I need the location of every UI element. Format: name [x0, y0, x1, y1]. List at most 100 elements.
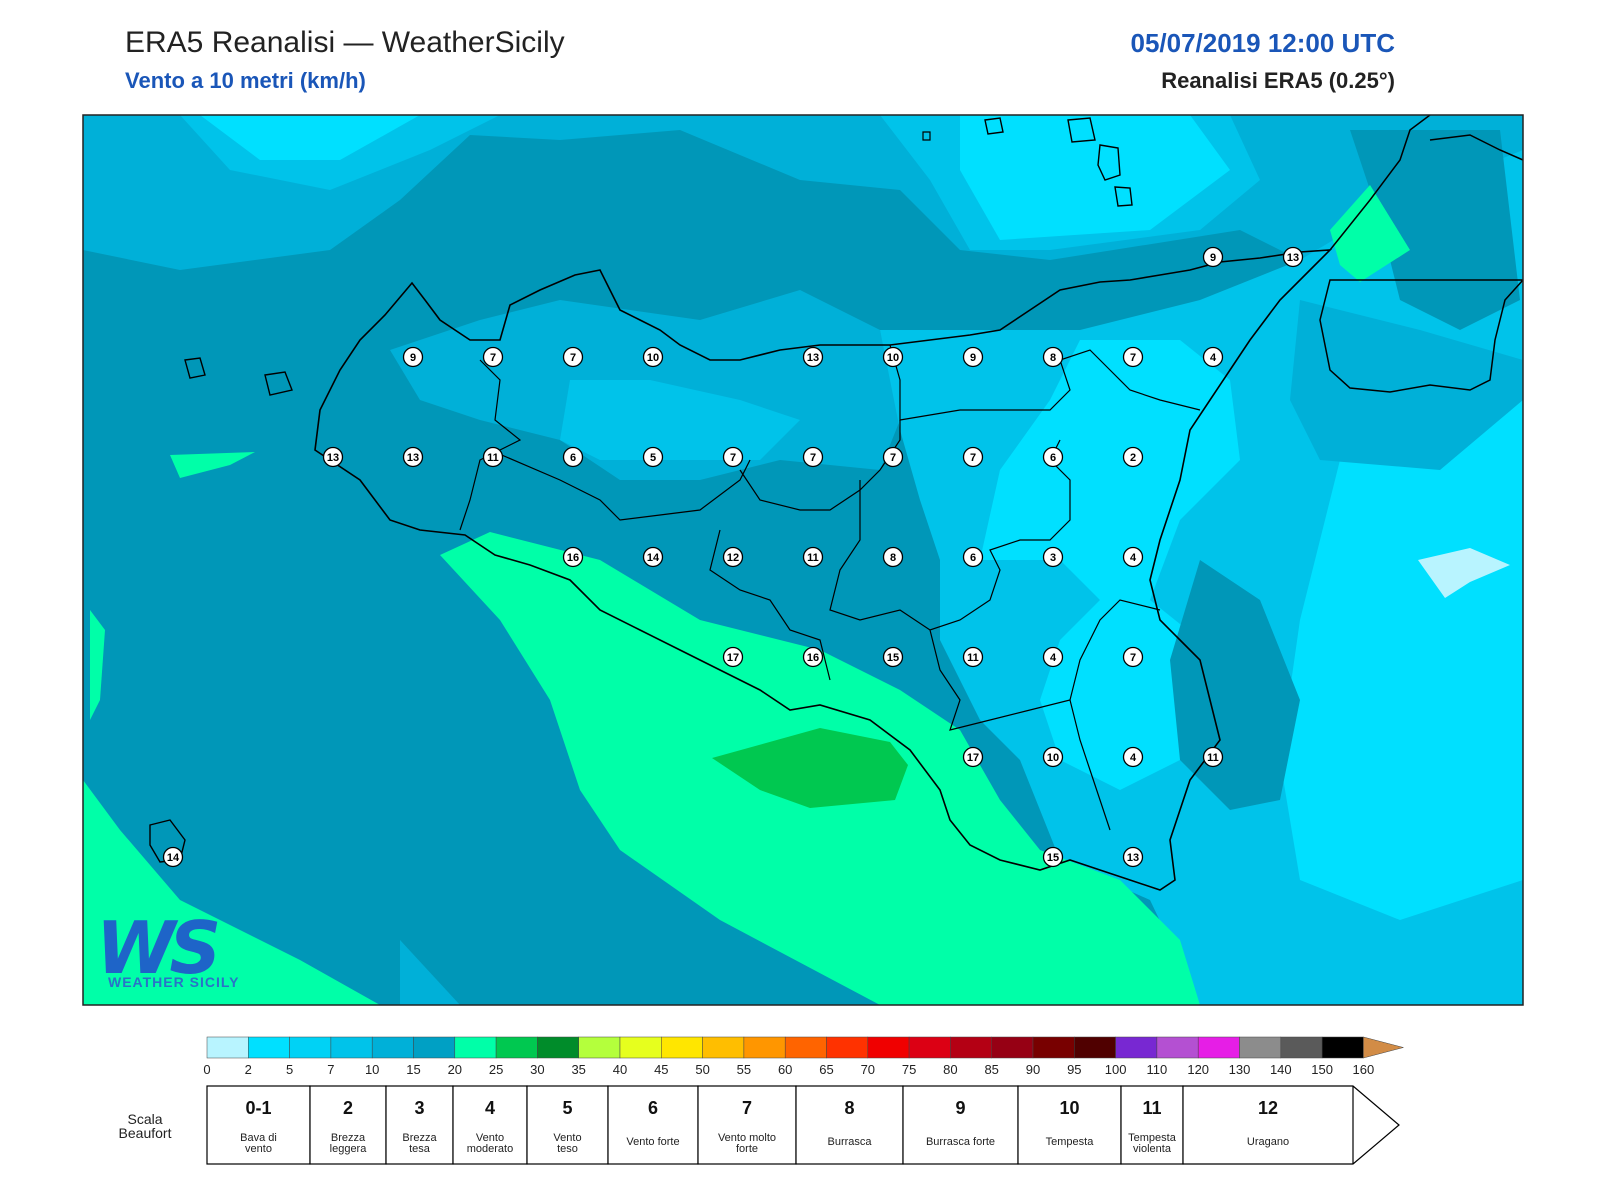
- sicily-coastline: [314, 249, 1333, 891]
- wind-label-marker: [882, 346, 904, 368]
- beaufort-cell: 7 Vento molto forte: [697, 1085, 797, 1165]
- wind-speed-label: 7: [962, 446, 984, 468]
- colorbar-swatch: [371, 1036, 414, 1059]
- wind-speed-label: 6: [962, 546, 984, 568]
- wind-label-marker: [642, 446, 664, 468]
- wind-label-marker: [562, 546, 584, 568]
- island-alicudi: [922, 131, 931, 141]
- colorbar-swatch: [413, 1036, 456, 1059]
- beaufort-scale-title: Scala Beaufort: [118, 1111, 172, 1141]
- wind-label-marker: [962, 346, 984, 368]
- wind-label-marker: [1122, 346, 1144, 368]
- wind-labels-layer: 9 7 7 10 13 10 9 8 7 4 9 13 13 13 11 6 5 7 7 7 7 6 2 16 14 12 11 8 6…: [162, 246, 1304, 868]
- beaufort-number: 5: [562, 1098, 572, 1118]
- colorbar-swatch: [826, 1036, 869, 1059]
- colorbar-tick-label: 150: [1311, 1062, 1333, 1077]
- wind-label-marker: [882, 546, 904, 568]
- wind-speed-label: 14: [162, 846, 184, 868]
- wind-label-marker: [482, 346, 504, 368]
- colorbar-extend-arrow: [1363, 1036, 1405, 1059]
- beaufort-cell-box: [1120, 1085, 1184, 1165]
- wind-speed-label: 15: [882, 646, 904, 668]
- wind-speed-label: 7: [1122, 346, 1144, 368]
- wind-speed-label: 7: [482, 346, 504, 368]
- wind-label-value: 10: [647, 352, 659, 364]
- wind-speed-label: 6: [1042, 446, 1064, 468]
- beaufort-description: Vento forte: [626, 1136, 679, 1148]
- wind-label-value: 5: [650, 452, 656, 464]
- beaufort-description: Vento teso: [553, 1132, 581, 1155]
- wind-speed-label: 8: [1042, 346, 1064, 368]
- wind-speed-label: 15: [1042, 846, 1064, 868]
- colorbar-tick-label: 130: [1229, 1062, 1251, 1077]
- colorbar-tick-label: 120: [1187, 1062, 1209, 1077]
- wind-label-value: 16: [567, 552, 579, 564]
- colorbar-tick-label: 55: [737, 1062, 751, 1077]
- logo-brand-text: WEATHER SICILY: [108, 974, 240, 990]
- wind-speed-label: 4: [1122, 546, 1144, 568]
- colorbar-tick-label: 45: [654, 1062, 668, 1077]
- colorbar-swatch: [661, 1036, 703, 1059]
- colorbar-swatch: [1321, 1036, 1364, 1059]
- wind-colorbar: [206, 1036, 1405, 1059]
- wind-label-marker: [562, 446, 584, 468]
- colorbar-tick-label: 50: [695, 1062, 709, 1077]
- wind-label-value: 8: [890, 552, 896, 564]
- beaufort-number: 0-1: [245, 1098, 271, 1118]
- wind-label-marker: [802, 446, 824, 468]
- wind-speed-label: 13: [802, 346, 824, 368]
- wind-speed-label: 17: [962, 746, 984, 768]
- wind-label-marker: [642, 346, 664, 368]
- beaufort-description: Brezza tesa: [402, 1132, 437, 1155]
- colorbar-tick-label: 10: [365, 1062, 379, 1077]
- beaufort-description: Brezza leggera: [330, 1132, 368, 1155]
- wind-label-value: 14: [647, 552, 660, 564]
- wind-speed-label: 7: [722, 446, 744, 468]
- colorbar-swatch: [578, 1036, 621, 1059]
- wind-field-band-15-20-strait: [1330, 185, 1410, 282]
- wind-speed-label: 13: [322, 446, 344, 468]
- colorbar-swatch: [908, 1036, 951, 1059]
- wind-label-marker: [722, 546, 744, 568]
- province-boundary-ragusa-siracusa: [929, 599, 1161, 731]
- beaufort-cell-box: [309, 1085, 387, 1165]
- colorbar-swatch: [867, 1036, 910, 1059]
- beaufort-number: 6: [648, 1098, 658, 1118]
- colorbar-tick-label: 140: [1270, 1062, 1292, 1077]
- wind-label-marker: [1042, 846, 1064, 868]
- colorbar-tick-label: 30: [530, 1062, 544, 1077]
- province-boundary-caltanissetta-north: [739, 420, 901, 511]
- wind-label-value: 7: [1130, 652, 1136, 664]
- wind-label-value: 11: [807, 552, 819, 564]
- island-lipari-south: [1097, 144, 1121, 181]
- wind-speed-label: 9: [962, 346, 984, 368]
- beaufort-description: Burrasca: [827, 1136, 872, 1148]
- wind-label-value: 6: [970, 552, 976, 564]
- beaufort-description: Burrasca forte: [926, 1136, 995, 1148]
- colorbar-swatch: [784, 1036, 827, 1059]
- beaufort-cell-box: [697, 1085, 797, 1165]
- wind-label-marker: [1042, 746, 1064, 768]
- wind-label-value: 4: [1130, 552, 1137, 564]
- wind-label-marker: [962, 446, 984, 468]
- wind-label-value: 7: [1130, 352, 1136, 364]
- wind-speed-label: 13: [1122, 846, 1144, 868]
- wind-label-value: 9: [1210, 252, 1216, 264]
- wind-label-value: 3: [1050, 552, 1056, 564]
- wind-label-marker: [802, 346, 824, 368]
- wind-speed-label: 11: [482, 446, 504, 468]
- island-favignana: [264, 371, 293, 396]
- beaufort-number: 9: [955, 1098, 965, 1118]
- colorbar-swatch: [1156, 1036, 1199, 1059]
- wind-colorbar-ticks: 0 2 5 7 10 15 20 25 30 35 40 45 50 55 60 65 70 75 80 85 90 95…: [203, 1062, 1374, 1077]
- wind-label-marker: [402, 446, 424, 468]
- beaufort-cell: 2 Brezza leggera: [309, 1085, 387, 1165]
- beaufort-cell-box: [526, 1085, 609, 1165]
- wind-field: [83, 115, 1523, 1005]
- province-boundary-messina: [889, 344, 1201, 421]
- wind-speed-label: 10: [882, 346, 904, 368]
- wind-label-value: 9: [970, 352, 976, 364]
- island-salina: [984, 117, 1004, 135]
- beaufort-cell: 10 Tempesta: [1017, 1085, 1122, 1165]
